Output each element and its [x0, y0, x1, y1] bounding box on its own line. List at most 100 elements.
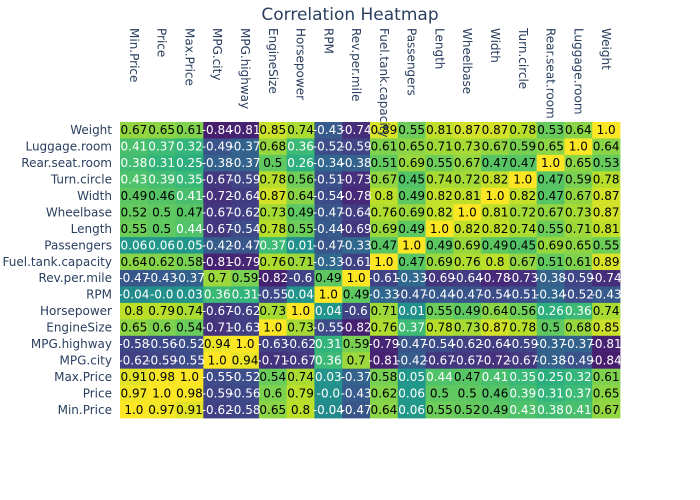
- heatmap-cell-label: 0.91: [121, 370, 148, 384]
- heatmap-cell: [258, 319, 288, 337]
- heatmap-cell: [508, 302, 538, 320]
- heatmap-cell: [258, 154, 288, 172]
- heatmap-cell: [536, 368, 565, 386]
- heatmap-cell: [258, 122, 288, 139]
- heatmap-cell-label: -0.43: [591, 288, 622, 302]
- heatmap-cell: [286, 171, 315, 189]
- heatmap-cell: [592, 187, 621, 205]
- heatmap-cell: [425, 286, 454, 304]
- heatmap-cell: [258, 401, 288, 419]
- heatmap-cell-label: -0.62: [202, 403, 233, 417]
- heatmap-cell-label: -0.51: [507, 288, 538, 302]
- heatmap-cell: [592, 302, 621, 320]
- heatmap-cell: [342, 253, 371, 271]
- heatmap-cell: [342, 270, 371, 287]
- heatmap-cell: [592, 401, 621, 419]
- heatmap-cell-label: 0.5: [152, 222, 171, 236]
- heatmap-cell: [481, 154, 510, 172]
- heatmap-cell: [231, 302, 260, 320]
- heatmap-cell: [592, 122, 621, 139]
- heatmap-cell-label: -0.79: [368, 337, 399, 351]
- heatmap-cell: [508, 171, 538, 189]
- heatmap-cell: [592, 352, 621, 370]
- heatmap-cell: [203, 171, 232, 189]
- heatmap-cell: [342, 237, 371, 254]
- heatmap-cell: [536, 154, 565, 172]
- heatmap-cell: [592, 385, 621, 402]
- heatmap-cell: [508, 270, 538, 287]
- heatmap-cell-label: 0.41: [482, 370, 509, 384]
- x-tick-label: Price: [155, 28, 169, 57]
- heatmap-cell: [592, 270, 621, 287]
- heatmap-cell: [508, 368, 538, 386]
- heatmap-cell: [342, 368, 371, 386]
- heatmap-cell-label: 0.68: [565, 321, 592, 335]
- x-tick-label: Max.Price: [182, 28, 196, 86]
- heatmap-cell-label: 0.47: [537, 173, 564, 187]
- heatmap-cell-label: -0.56: [146, 337, 177, 351]
- heatmap-cell-label: 0.44: [426, 370, 453, 384]
- heatmap-cell: [592, 368, 621, 386]
- heatmap-cell-label: 0.03: [176, 288, 203, 302]
- heatmap-cell-label: -0.55: [257, 288, 288, 302]
- heatmap-cell: [120, 352, 149, 370]
- heatmap-cell-label: -0.0: [317, 386, 340, 400]
- heatmap-cell-label: 0.58: [371, 370, 398, 384]
- heatmap-cell: [175, 286, 204, 304]
- heatmap-cell: [453, 220, 482, 238]
- heatmap-cell: [342, 154, 371, 172]
- heatmap-cell-label: 0.73: [454, 140, 481, 154]
- heatmap-cell-label: 0.7: [208, 271, 227, 285]
- heatmap-cell: [536, 286, 565, 304]
- heatmap-cell: [175, 253, 204, 271]
- heatmap-cell-label: -0.64: [452, 271, 483, 285]
- heatmap-cell: [203, 253, 232, 271]
- heatmap-cell: [342, 385, 371, 402]
- heatmap-cell: [175, 352, 204, 370]
- heatmap-cell: [314, 187, 343, 205]
- heatmap-cell-label: 0.82: [482, 222, 509, 236]
- heatmap-cell: [286, 302, 315, 320]
- heatmap-cell-label: 1.0: [319, 288, 338, 302]
- heatmap-cell-label: -0.64: [341, 205, 372, 219]
- heatmap-cell: [453, 270, 482, 287]
- heatmap-cell-label: 0.26: [287, 156, 314, 170]
- heatmap-cell-label: 0.46: [482, 386, 509, 400]
- heatmap-cell: [481, 270, 510, 287]
- heatmap-cell-label: 0.43: [121, 173, 148, 187]
- heatmap-cell: [508, 385, 538, 402]
- heatmap-cell: [592, 171, 621, 189]
- heatmap-cell-label: 0.43: [509, 403, 536, 417]
- heatmap-cell: [314, 335, 343, 353]
- heatmap-cell: [592, 286, 621, 304]
- heatmap-cell: [564, 335, 593, 353]
- heatmap-cell: [314, 286, 343, 304]
- heatmap-cell: [175, 270, 204, 287]
- heatmap-cell: [231, 237, 260, 254]
- heatmap-cell-label: 0.31: [537, 386, 564, 400]
- heatmap-cell-label: 0.01: [398, 304, 425, 318]
- heatmap-cell-label: -0.67: [285, 353, 316, 367]
- heatmap-cell-label: 0.39: [148, 173, 175, 187]
- heatmap-cell: [425, 401, 454, 419]
- heatmap-cell-label: 1.0: [347, 271, 366, 285]
- heatmap-cell: [342, 302, 371, 320]
- heatmap-cell-label: 1.0: [402, 238, 421, 252]
- heatmap-cell-label: 0.89: [371, 123, 398, 137]
- heatmap-cell-label: -0.62: [285, 337, 316, 351]
- heatmap-cell-label: 0.82: [482, 173, 509, 187]
- heatmap-cell-label: -0.59: [202, 386, 233, 400]
- heatmap-cell-label: 0.73: [565, 205, 592, 219]
- heatmap-cell-label: 0.67: [482, 140, 509, 154]
- heatmap-cell-label: 1.0: [291, 304, 310, 318]
- heatmap-cell-label: 0.61: [565, 255, 592, 269]
- heatmap-cell-label: 0.49: [287, 205, 314, 219]
- heatmap-cell-label: 0.49: [482, 403, 509, 417]
- heatmap-cell-label: 0.64: [593, 140, 620, 154]
- heatmap-cell-label: 0.76: [371, 321, 398, 335]
- heatmap-cell-label: 0.06: [148, 238, 175, 252]
- y-tick-label: Wheelbase: [46, 205, 112, 219]
- heatmap-cell-label: 1.0: [124, 403, 143, 417]
- chart-title: Correlation Heatmap: [261, 5, 439, 25]
- heatmap-cell: [564, 171, 593, 189]
